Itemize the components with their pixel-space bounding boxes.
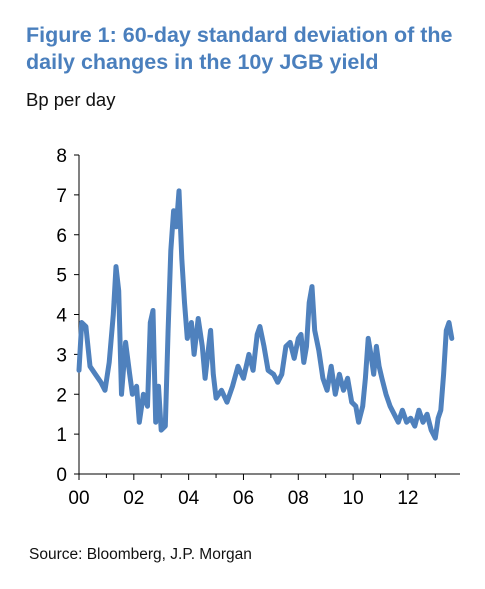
y-tick-label: 1 [56,425,67,446]
y-tick-label: 0 [56,465,67,486]
y-axis-unit-label: Bp per day [26,89,116,110]
y-tick-label: 7 [56,186,67,207]
chart-axes [74,154,460,480]
x-tick-label: 06 [233,488,254,509]
source-note: Source: Bloomberg, J.P. Morgan [29,546,252,563]
y-tick-label: 2 [56,385,67,406]
y-tick-label: 5 [56,266,67,287]
chart-series [76,188,455,441]
x-tick-label: 04 [178,488,200,509]
y-tick-label: 6 [56,226,67,247]
x-tick-label: 08 [288,488,309,509]
y-tick-label: 3 [56,345,67,366]
chart-title: Figure 1: 60-day standard deviation of t… [26,23,453,74]
y-tick-label: 8 [56,146,67,167]
x-tick-label: 10 [343,488,364,509]
x-tick-label: 12 [397,488,418,509]
x-tick-label: 02 [123,488,144,509]
series-line [76,188,455,441]
x-tick-label: 00 [68,488,89,509]
y-tick-label: 4 [56,306,67,327]
